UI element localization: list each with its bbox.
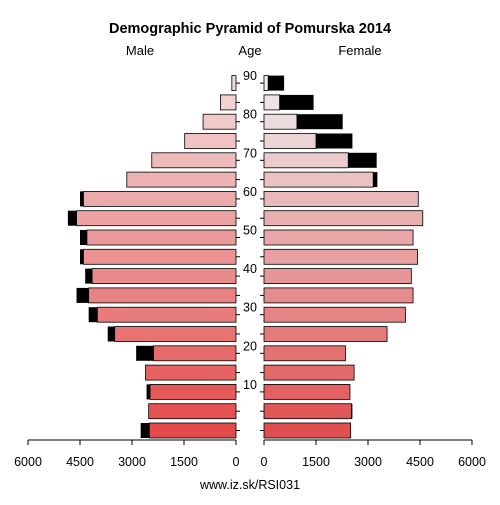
- age-tick-label: 10: [243, 378, 257, 392]
- male-bar: [91, 268, 237, 285]
- female-bar: [263, 306, 406, 323]
- female-x-tick-label: 4500: [406, 455, 434, 469]
- female-bar: [263, 268, 412, 285]
- age-tick-label: 70: [243, 146, 257, 160]
- female-excess-bar: [351, 403, 353, 419]
- female-label: Female: [338, 43, 381, 58]
- male-bar: [83, 248, 237, 265]
- male-bar: [231, 75, 237, 91]
- male-excess-bar: [88, 307, 98, 323]
- female-x-tick-label: 1500: [302, 455, 330, 469]
- male-bar: [153, 345, 237, 362]
- male-bar: [83, 190, 237, 207]
- male-excess-bar: [76, 287, 89, 303]
- female-excess-bar: [268, 75, 285, 91]
- axes-group: 10 20 30 40 50 60 70 80 90 0 0 1500 1500 3000 3000 4500…: [14, 69, 486, 469]
- age-tick-label: 80: [243, 108, 257, 122]
- male-bar: [148, 422, 237, 439]
- female-bar: [263, 248, 418, 265]
- male-x-tick-label: 6000: [14, 455, 42, 469]
- female-bar: [263, 190, 419, 207]
- female-bar: [263, 94, 281, 111]
- male-bar: [145, 364, 237, 381]
- male-x-tick-label: 1500: [170, 455, 198, 469]
- age-tick-label: 20: [243, 339, 257, 353]
- female-excess-bar: [316, 133, 353, 149]
- female-excess-bar: [373, 172, 378, 188]
- age-tick-label: 30: [243, 301, 257, 315]
- male-bar: [184, 133, 237, 149]
- male-x-tick-label: 4500: [66, 455, 94, 469]
- female-x-tick-label: 3000: [354, 455, 382, 469]
- female-bar: [263, 133, 317, 149]
- female-bar: [263, 171, 374, 188]
- age-tick-label: 60: [243, 185, 257, 199]
- female-bar: [263, 364, 355, 381]
- age-label: Age: [238, 43, 261, 58]
- male-x-tick-label: 0: [233, 455, 240, 469]
- male-excess-bar: [85, 268, 93, 284]
- male-bar: [86, 229, 237, 246]
- male-bar: [76, 210, 237, 227]
- male-excess-bar: [80, 191, 84, 207]
- male-excess-bar: [80, 230, 87, 245]
- chart-title: Demographic Pyramid of Pomurska 2014: [109, 21, 391, 37]
- age-tick-label: 90: [243, 69, 257, 83]
- male-excess-bar: [146, 384, 151, 400]
- male-excess-bar: [136, 345, 154, 361]
- age-tick-label: 50: [243, 224, 257, 238]
- female-x-tick-label: 6000: [458, 455, 486, 469]
- male-bar: [219, 94, 237, 111]
- source-label: www.iz.sk/RSI031: [199, 478, 300, 492]
- female-bar: [263, 326, 388, 342]
- female-bar: [263, 422, 352, 439]
- male-excess-bar: [80, 249, 84, 265]
- female-bar: [263, 287, 414, 304]
- male-label: Male: [126, 43, 154, 58]
- male-bar: [88, 287, 237, 304]
- female-bar: [263, 113, 298, 130]
- male-bar: [202, 113, 237, 130]
- male-bar: [149, 383, 237, 400]
- bars-group: [67, 75, 424, 439]
- female-bar: [263, 75, 269, 91]
- age-tick-label: 40: [243, 262, 257, 276]
- male-bar: [126, 171, 237, 188]
- female-excess-bar: [348, 152, 377, 168]
- male-bar: [151, 152, 237, 169]
- male-x-tick-label: 3000: [118, 455, 146, 469]
- male-bar: [148, 403, 237, 420]
- female-bar: [263, 345, 346, 362]
- female-excess-bar: [279, 94, 314, 110]
- female-bar: [263, 383, 351, 400]
- male-excess-bar: [67, 210, 77, 226]
- female-excess-bar: [296, 114, 343, 130]
- female-x-tick-label: 0: [261, 455, 268, 469]
- female-bar: [263, 403, 352, 420]
- male-bar: [114, 326, 237, 342]
- male-excess-bar: [140, 423, 150, 438]
- female-bar: [263, 229, 414, 246]
- male-bar: [96, 306, 237, 323]
- female-bar: [263, 152, 349, 169]
- female-bar: [263, 210, 424, 227]
- male-excess-bar: [107, 326, 115, 342]
